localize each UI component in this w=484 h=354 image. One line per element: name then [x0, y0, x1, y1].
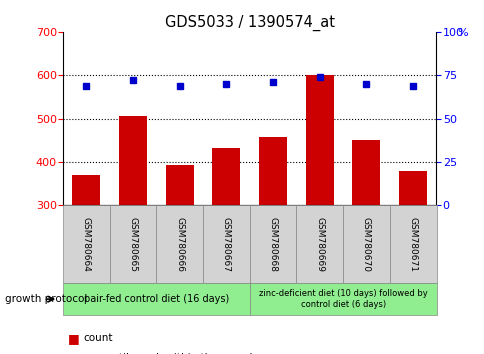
Title: GDS5033 / 1390574_at: GDS5033 / 1390574_at [165, 14, 334, 30]
Text: GSM780666: GSM780666 [175, 217, 184, 272]
Text: percentile rank within the sample: percentile rank within the sample [83, 353, 259, 354]
Text: ■: ■ [68, 351, 79, 354]
Text: GSM780671: GSM780671 [408, 217, 417, 272]
Text: GSM780668: GSM780668 [268, 217, 277, 272]
Y-axis label: %: % [456, 28, 467, 38]
Bar [72, 175, 100, 205]
Bar [166, 165, 193, 205]
Bar [352, 140, 379, 205]
Text: ■: ■ [68, 332, 79, 344]
Bar [258, 137, 287, 205]
Text: GSM780667: GSM780667 [222, 217, 230, 272]
Text: growth protocol: growth protocol [5, 294, 87, 304]
Bar [212, 148, 240, 205]
Bar [305, 75, 333, 205]
Text: pair-fed control diet (16 days): pair-fed control diet (16 days) [84, 294, 228, 304]
Text: GSM780669: GSM780669 [315, 217, 324, 272]
Bar [119, 115, 147, 205]
Text: GSM780665: GSM780665 [128, 217, 137, 272]
Bar [398, 171, 426, 205]
Text: GSM780664: GSM780664 [82, 217, 91, 272]
Text: count: count [83, 333, 113, 343]
Text: GSM780670: GSM780670 [361, 217, 370, 272]
Text: zinc-deficient diet (10 days) followed by
control diet (6 days): zinc-deficient diet (10 days) followed b… [258, 290, 426, 309]
